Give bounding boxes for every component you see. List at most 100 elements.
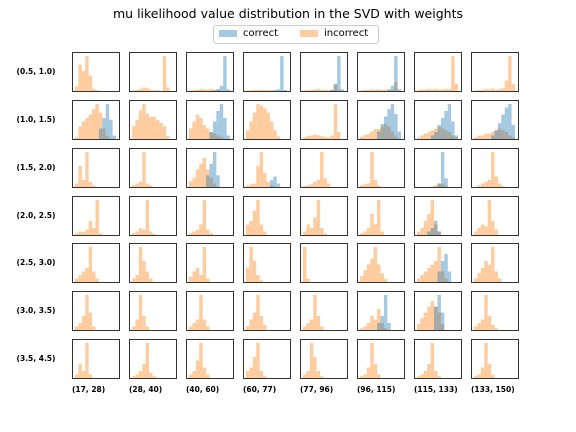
incorrect-bar: [189, 90, 193, 91]
correct-bar: [397, 131, 401, 139]
subplot-frame: [414, 196, 462, 236]
incorrect-bar: [417, 278, 421, 282]
incorrect-bar: [152, 233, 156, 235]
histogram-cell: [129, 339, 177, 379]
incorrect-bar: [135, 275, 139, 282]
incorrect-bar: [78, 64, 82, 91]
subplot-frame: [72, 52, 120, 92]
incorrect-bar: [88, 247, 93, 282]
incorrect-bar: [337, 132, 341, 139]
incorrect-bar: [303, 137, 307, 139]
incorrect-bar: [326, 183, 331, 187]
incorrect-bar: [246, 268, 250, 282]
incorrect-bar: [209, 177, 213, 187]
incorrect-bar: [145, 88, 150, 91]
incorrect-bar: [366, 89, 371, 91]
incorrect-bar: [437, 312, 441, 330]
correct-bar: [394, 56, 398, 91]
histogram-cell: [129, 291, 177, 331]
incorrect-bar: [487, 316, 492, 330]
incorrect-bar: [85, 268, 89, 282]
incorrect-bar: [437, 376, 441, 378]
incorrect-bar: [484, 295, 488, 330]
subplot-frame: [471, 196, 519, 236]
incorrect-bar: [316, 371, 321, 378]
incorrect-bar: [202, 125, 207, 139]
incorrect-bar: [199, 163, 203, 187]
subplot-frame: [243, 196, 291, 236]
incorrect-bar: [189, 326, 193, 330]
legend: correct incorrect: [213, 25, 379, 44]
incorrect-bar: [417, 231, 421, 235]
correct-bar: [437, 231, 441, 235]
incorrect-bar: [138, 247, 143, 282]
correct-bar: [216, 89, 220, 91]
histogram-cell: [414, 100, 462, 140]
subplot-frame: [72, 339, 120, 379]
incorrect-bar: [75, 278, 79, 282]
incorrect-bar: [259, 371, 264, 378]
incorrect-bar: [480, 367, 485, 378]
incorrect-bar: [249, 319, 253, 330]
incorrect-bar: [360, 328, 364, 330]
correct-bar: [273, 90, 277, 91]
incorrect-bar: [132, 233, 136, 235]
incorrect-bar: [360, 185, 364, 187]
correct-bar: [276, 183, 281, 187]
incorrect-bar: [202, 319, 207, 330]
incorrect-bar: [192, 121, 196, 139]
incorrect-bar: [366, 367, 371, 378]
histogram-cell: [186, 291, 234, 331]
incorrect-bar: [323, 89, 327, 91]
incorrect-bar: [373, 319, 378, 330]
correct-bar: [212, 152, 217, 187]
subplot-frame: [414, 291, 462, 331]
incorrect-bar: [309, 89, 314, 91]
histogram-cell: [300, 148, 348, 188]
row-label: (1.5, 2.0): [16, 162, 56, 172]
legend-entry-incorrect: incorrect: [300, 28, 368, 39]
subplot-frame: [243, 291, 291, 331]
histogram-cell: [72, 243, 120, 283]
incorrect-bar: [132, 376, 136, 378]
incorrect-bar: [309, 228, 314, 235]
histogram-cell: [243, 291, 291, 331]
incorrect-bar: [259, 280, 264, 282]
incorrect-bar: [138, 371, 143, 378]
incorrect-bar: [138, 181, 143, 187]
incorrect-bar: [78, 126, 82, 139]
incorrect-bar: [95, 278, 99, 282]
incorrect-bar: [149, 89, 153, 91]
histogram-cell: [129, 243, 177, 283]
subplot-frame: [186, 243, 234, 283]
histogram-cell: [414, 339, 462, 379]
incorrect-bar: [152, 376, 156, 378]
incorrect-bar: [484, 226, 488, 235]
incorrect-bar: [480, 268, 485, 282]
incorrect-bar: [155, 119, 160, 139]
subplot-frame: [357, 100, 405, 140]
column-label: (77, 96): [300, 385, 334, 394]
incorrect-bar: [266, 89, 270, 91]
incorrect-bar: [199, 88, 203, 91]
incorrect-bar: [430, 130, 435, 139]
incorrect-bar: [202, 200, 207, 235]
subplot-frame: [186, 100, 234, 140]
incorrect-bar: [363, 326, 367, 330]
incorrect-bar: [447, 132, 452, 139]
correct-bar: [105, 104, 110, 139]
histogram-cell: [186, 52, 234, 92]
incorrect-bar: [320, 152, 324, 187]
incorrect-bar: [434, 224, 438, 235]
incorrect-bar: [266, 181, 270, 187]
incorrect-bar: [95, 200, 99, 235]
incorrect-bar: [501, 185, 505, 187]
incorrect-bar: [135, 374, 139, 378]
incorrect-bar: [206, 374, 210, 378]
incorrect-bar: [209, 132, 213, 139]
column-label: (115, 133): [414, 385, 458, 394]
incorrect-bar: [383, 89, 388, 91]
column-label: (96, 115): [357, 385, 396, 394]
incorrect-bar: [145, 200, 150, 235]
incorrect-bar: [333, 84, 338, 91]
